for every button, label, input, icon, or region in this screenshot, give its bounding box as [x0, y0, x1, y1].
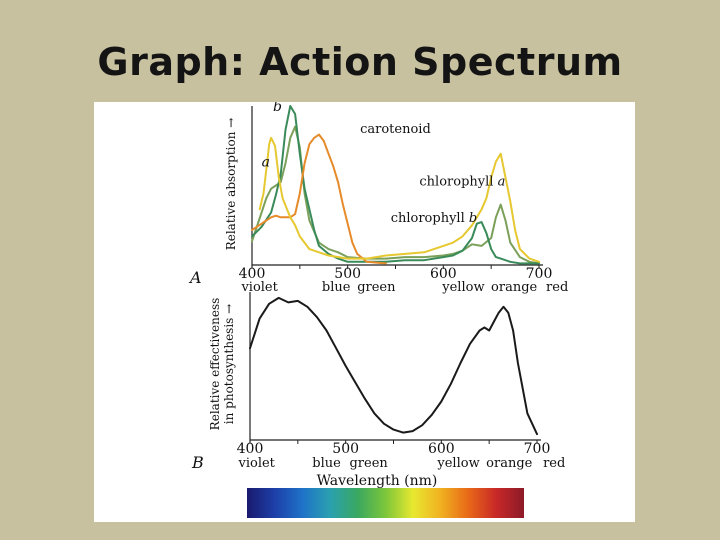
panel-b-x-tick-label: 400 [237, 441, 264, 457]
panel-b-color-label-green: green [349, 456, 388, 471]
panel-a-x-tick-label: 500 [334, 266, 361, 282]
figure-panel: 400 500 600 700 violet blue green yellow orange r… [94, 99, 635, 522]
panel-a-color-label-orange: orange [491, 280, 537, 295]
panel-b-letter: B [191, 453, 204, 472]
visible-spectrum-bar [247, 488, 524, 518]
panel-a-x-tick-label: 400 [239, 266, 266, 282]
panel-b-x-tick-label: 600 [428, 441, 455, 457]
panel-b-x-tick-label: 500 [332, 441, 359, 457]
panel-b-series-0-line [249, 296, 538, 436]
panel-a-series-1-peak-letter: b [273, 102, 282, 115]
panel-a-y-axis-label: Relative absorption → [224, 118, 238, 251]
panel-b-color-label-red: red [543, 456, 565, 471]
panel-a-x-tick-label: 700 [526, 266, 553, 282]
panel-a-series-0-label: chlorophyll a [419, 175, 505, 190]
panel-a-series-3-line [258, 136, 540, 263]
panel-a-series-1-label: chlorophyll b [391, 211, 478, 226]
slide-title: Graph: Action Spectrum [97, 40, 623, 84]
panel-b-color-label-orange: orange [486, 456, 532, 471]
panel-a-series-0-peak-letter: a [262, 154, 270, 170]
panel-b-action-spectrum-chart: 400 500 600 700 violet blue green yellow orange r… [191, 292, 565, 489]
panel-a-series-0-line [251, 125, 540, 265]
panel-b-x-axis-title: Wavelength (nm) [317, 473, 438, 489]
panel-a-series-2-label: carotenoid [360, 122, 431, 137]
panel-b-y-axis-label: Relative effectivenessin photosynthesis … [208, 298, 236, 431]
panel-b-color-label-yellow: yellow [436, 456, 479, 471]
panel-a-color-label-yellow: yellow [441, 280, 484, 295]
panel-a-color-label-blue: blue [322, 280, 351, 295]
panel-b-x-tick-label: 700 [524, 441, 551, 457]
panel-a-letter: A [188, 268, 202, 287]
panel-b-color-label-violet: violet [237, 456, 275, 471]
panel-a-series-2-line [251, 133, 387, 265]
panel-a-x-tick-label: 600 [430, 266, 457, 282]
panel-a-color-label-green: green [357, 280, 396, 295]
panel-a-color-label-red: red [546, 280, 568, 295]
panel-b-color-label-blue: blue [312, 456, 341, 471]
panel-a-absorption-chart: 400 500 600 700 violet blue green yellow orange r… [188, 99, 568, 295]
panel-a-color-label-violet: violet [240, 280, 278, 295]
